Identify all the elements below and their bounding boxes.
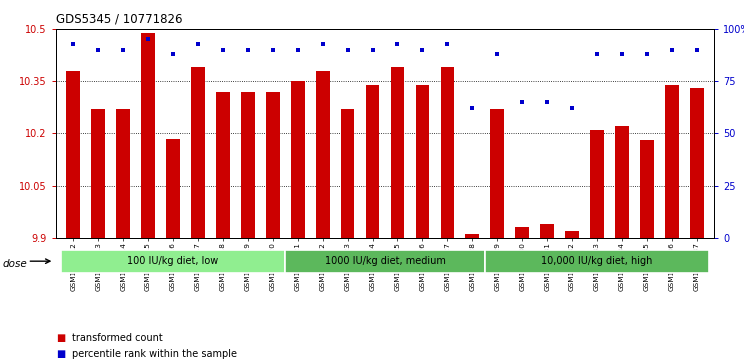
Point <box>566 105 578 111</box>
Bar <box>590 130 604 238</box>
Bar <box>516 227 529 238</box>
Bar <box>665 85 679 238</box>
Point <box>341 47 353 53</box>
Point <box>267 47 279 53</box>
Bar <box>391 67 404 238</box>
Point <box>317 41 329 46</box>
Bar <box>166 139 180 238</box>
Bar <box>341 109 354 238</box>
Point <box>391 41 403 46</box>
Bar <box>366 85 379 238</box>
Point <box>292 47 304 53</box>
Text: ■: ■ <box>56 333 65 343</box>
Text: percentile rank within the sample: percentile rank within the sample <box>72 349 237 359</box>
Bar <box>416 85 429 238</box>
Bar <box>466 234 479 238</box>
Bar <box>690 88 704 238</box>
Bar <box>485 250 709 273</box>
Point <box>417 47 429 53</box>
Bar <box>266 91 280 238</box>
Text: 100 IU/kg diet, low: 100 IU/kg diet, low <box>127 256 219 266</box>
Bar <box>191 67 205 238</box>
Text: 10,000 IU/kg diet, high: 10,000 IU/kg diet, high <box>542 256 652 266</box>
Point <box>441 41 453 46</box>
Bar <box>216 91 230 238</box>
Bar <box>540 224 554 238</box>
Point <box>691 47 703 53</box>
Bar <box>241 91 254 238</box>
Bar <box>61 250 285 273</box>
Point <box>142 37 154 42</box>
Point <box>367 47 379 53</box>
Point <box>516 99 528 105</box>
Text: GDS5345 / 10771826: GDS5345 / 10771826 <box>56 13 182 26</box>
Point <box>641 51 652 57</box>
Bar <box>116 109 130 238</box>
Bar <box>440 67 455 238</box>
Point <box>192 41 204 46</box>
Bar <box>615 126 629 238</box>
Text: transformed count: transformed count <box>72 333 163 343</box>
Point <box>616 51 628 57</box>
Bar <box>66 71 80 238</box>
Point <box>167 51 179 57</box>
Bar <box>285 250 485 273</box>
Bar <box>640 140 654 238</box>
Text: dose: dose <box>3 259 28 269</box>
Bar <box>141 33 155 238</box>
Bar <box>92 109 105 238</box>
Point <box>67 41 79 46</box>
Text: ■: ■ <box>56 349 65 359</box>
Text: 1000 IU/kg diet, medium: 1000 IU/kg diet, medium <box>324 256 446 266</box>
Point <box>591 51 603 57</box>
Bar <box>490 109 504 238</box>
Point <box>242 47 254 53</box>
Point <box>217 47 229 53</box>
Point <box>118 47 129 53</box>
Bar <box>315 71 330 238</box>
Point <box>541 99 553 105</box>
Point <box>92 47 104 53</box>
Bar <box>565 231 579 238</box>
Point <box>666 47 678 53</box>
Bar <box>291 81 304 238</box>
Point <box>466 105 478 111</box>
Point <box>491 51 503 57</box>
